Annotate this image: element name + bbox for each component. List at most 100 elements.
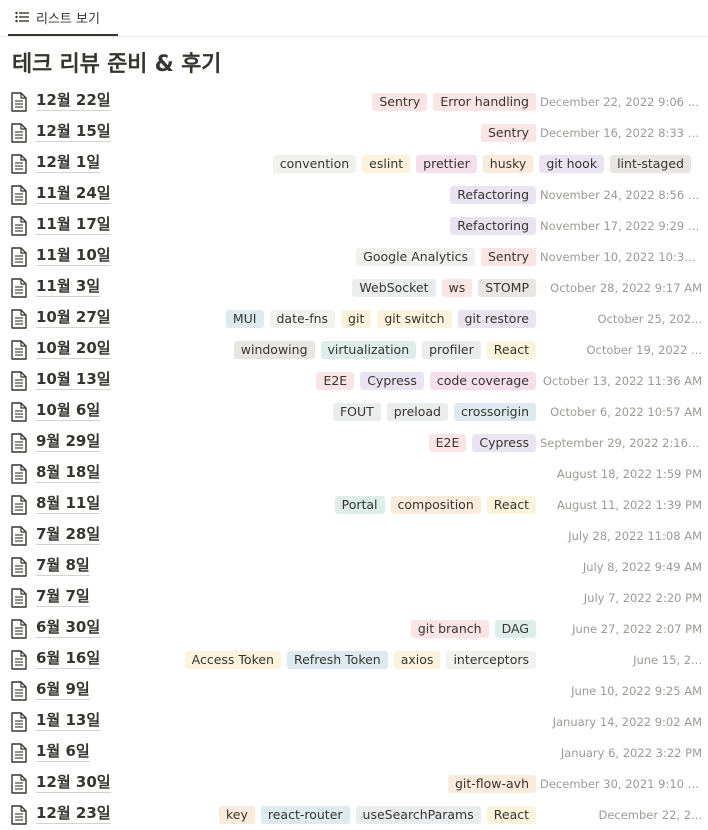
page-icon	[11, 464, 27, 484]
page-name-link[interactable]: 9월 29일	[36, 432, 101, 452]
tag: Refactoring	[450, 217, 536, 235]
page-name-link[interactable]: 10월 20일	[36, 339, 111, 359]
list-item[interactable]: 7월 28일 July 28, 2022 11:08 AM	[0, 520, 708, 551]
list-item[interactable]: 9월 29일 E2E Cypress September 29, 2022 2:16 …	[0, 427, 708, 458]
created-date: December 22, 2022 9:06 AM	[540, 95, 702, 109]
page-name-link[interactable]: 10월 13일	[36, 370, 111, 390]
page-name-link[interactable]: 6월 30일	[36, 618, 101, 638]
created-date: September 29, 2022 2:16 PM	[540, 436, 702, 450]
list-item[interactable]: 6월 16일 Access Token Refresh Token axios inte…	[0, 644, 708, 675]
page-icon	[11, 681, 27, 701]
tag: Sentry	[481, 248, 536, 266]
page-icon	[11, 340, 27, 360]
created-date: January 14, 2022 9:02 AM	[552, 715, 702, 729]
created-date: January 6, 2022 3:22 PM	[560, 746, 702, 760]
list-item[interactable]: 11월 24일 Refactoring November 24, 2022 8:56…	[0, 179, 708, 210]
list-item[interactable]: 8월 18일 August 18, 2022 1:59 PM	[0, 458, 708, 489]
list-item[interactable]: 1월 6일 January 6, 2022 3:22 PM	[0, 737, 708, 768]
page-icon	[11, 774, 27, 794]
page-name-link[interactable]: 6월 9일	[36, 680, 90, 700]
page-name-link[interactable]: 11월 24일	[36, 184, 111, 204]
tag: Refactoring	[450, 186, 536, 204]
tag: Google Analytics	[356, 248, 475, 266]
tag: Cypress	[360, 372, 424, 390]
created-date: June 27, 2022 2:07 PM	[572, 622, 702, 636]
tag-list: E2E Cypress	[428, 434, 536, 452]
tab-label: 리스트 보기	[36, 11, 100, 27]
list-item[interactable]: 7월 7일 July 7, 2022 2:20 PM	[0, 582, 708, 613]
page-name-link[interactable]: 7월 8일	[36, 556, 90, 576]
list-item[interactable]: 12월 30일 git-flow-avh December 30, 2021 9:1…	[0, 768, 708, 799]
tag-list: key react-router useSearchParams React	[218, 806, 536, 824]
page-name-link[interactable]: 12월 1일	[36, 153, 101, 173]
created-date: November 17, 2022 9:29 AM	[540, 219, 702, 233]
page-icon	[11, 619, 27, 639]
created-date: June 10, 2022 9:25 AM	[571, 684, 702, 698]
list-item[interactable]: 10월 27일 MUI date-fns git git switch git resto…	[0, 303, 708, 334]
list-item[interactable]: 12월 15일 Sentry December 16, 2022 8:33 AM	[0, 117, 708, 148]
page-name-link[interactable]: 8월 18일	[36, 463, 101, 483]
list-item[interactable]: 11월 10일 Google Analytics Sentry November 10…	[0, 241, 708, 272]
page-name-link[interactable]: 12월 23일	[36, 804, 111, 824]
tag: preload	[386, 403, 448, 421]
list-item[interactable]: 6월 30일 git branch DAG June 27, 2022 2:07 PM	[0, 613, 708, 644]
list-item[interactable]: 10월 6일 FOUT preload crossorigin October 6, 2…	[0, 396, 708, 427]
page-icon	[11, 371, 27, 391]
list-item[interactable]: 1월 13일 January 14, 2022 9:02 AM	[0, 706, 708, 737]
tag: husky	[482, 155, 534, 173]
tag-list: git-flow-avh	[447, 775, 536, 793]
tag-list: Sentry Error handling	[372, 93, 536, 111]
tag: key	[218, 806, 255, 824]
tag-list: convention eslint prettier husky git hook lin…	[272, 155, 691, 173]
list-item[interactable]: 8월 11일 Portal composition React August 11, 2…	[0, 489, 708, 520]
list-item[interactable]: 6월 9일 June 10, 2022 9:25 AM	[0, 675, 708, 706]
page-name-link[interactable]: 11월 3일	[36, 277, 101, 297]
page-name-link[interactable]: 10월 27일	[36, 308, 111, 328]
tag-list: WebSocket ws STOMP	[352, 279, 536, 297]
list-item[interactable]: 7월 8일 July 8, 2022 9:49 AM	[0, 551, 708, 582]
page-name-link[interactable]: 10월 6일	[36, 401, 101, 421]
page-icon	[11, 557, 27, 577]
page-name-link[interactable]: 11월 10일	[36, 246, 111, 266]
page-name-link[interactable]: 6월 16일	[36, 649, 101, 669]
page-name-link[interactable]: 12월 22일	[36, 91, 111, 111]
page-icon	[11, 278, 27, 298]
page-name-link[interactable]: 11월 17일	[36, 215, 111, 235]
page-icon	[11, 185, 27, 205]
list-item[interactable]: 11월 3일 WebSocket ws STOMP October 28, 2022 9…	[0, 272, 708, 303]
tag: ws	[441, 279, 473, 297]
tag: code coverage	[429, 372, 536, 390]
tag-list: Refactoring	[450, 217, 536, 235]
list-item[interactable]: 10월 20일 windowing virtualization profiler Re…	[0, 334, 708, 365]
created-date: July 28, 2022 11:08 AM	[568, 529, 702, 543]
tag: eslint	[362, 155, 411, 173]
page-name-link[interactable]: 7월 28일	[36, 525, 101, 545]
tag-list: Access Token Refresh Token axios intercepto…	[184, 651, 536, 669]
tag-list: Google Analytics Sentry	[356, 248, 536, 266]
list-item[interactable]: 12월 1일 convention eslint prettier husky git h…	[0, 148, 708, 179]
list-icon	[15, 11, 29, 23]
tag: React	[486, 806, 536, 824]
page-name-link[interactable]: 12월 30일	[36, 773, 111, 793]
created-date: November 10, 2022 10:31 AM	[540, 250, 702, 264]
list-item[interactable]: 10월 13일 E2E Cypress code coverage October 13…	[0, 365, 708, 396]
tag: Sentry	[481, 124, 536, 142]
tag: MUI	[225, 310, 264, 328]
list-item[interactable]: 11월 17일 Refactoring November 17, 2022 9:29…	[0, 210, 708, 241]
page-name-link[interactable]: 1월 6일	[36, 742, 90, 762]
page-icon	[11, 247, 27, 267]
page-name-link[interactable]: 7월 7일	[36, 587, 90, 607]
page-name-link[interactable]: 12월 15일	[36, 122, 111, 142]
tab-list-view[interactable]: 리스트 보기	[8, 0, 118, 36]
page-name-link[interactable]: 1월 13일	[36, 711, 101, 731]
page-name-link[interactable]: 8월 11일	[36, 494, 101, 514]
tag: FOUT	[332, 403, 381, 421]
tag: composition	[390, 496, 481, 514]
list-item[interactable]: 12월 23일 key react-router useSearchParams Rea…	[0, 799, 708, 830]
created-date: October 13, 2022 11:36 AM	[542, 374, 702, 388]
list-item[interactable]: 12월 22일 Sentry Error handling December 22, …	[0, 86, 708, 117]
created-date: December 30, 2021 9:10 AM	[540, 777, 702, 791]
tag: Cypress	[472, 434, 536, 452]
tag: E2E	[316, 372, 355, 390]
created-date: November 24, 2022 8:56 AM	[540, 188, 702, 202]
